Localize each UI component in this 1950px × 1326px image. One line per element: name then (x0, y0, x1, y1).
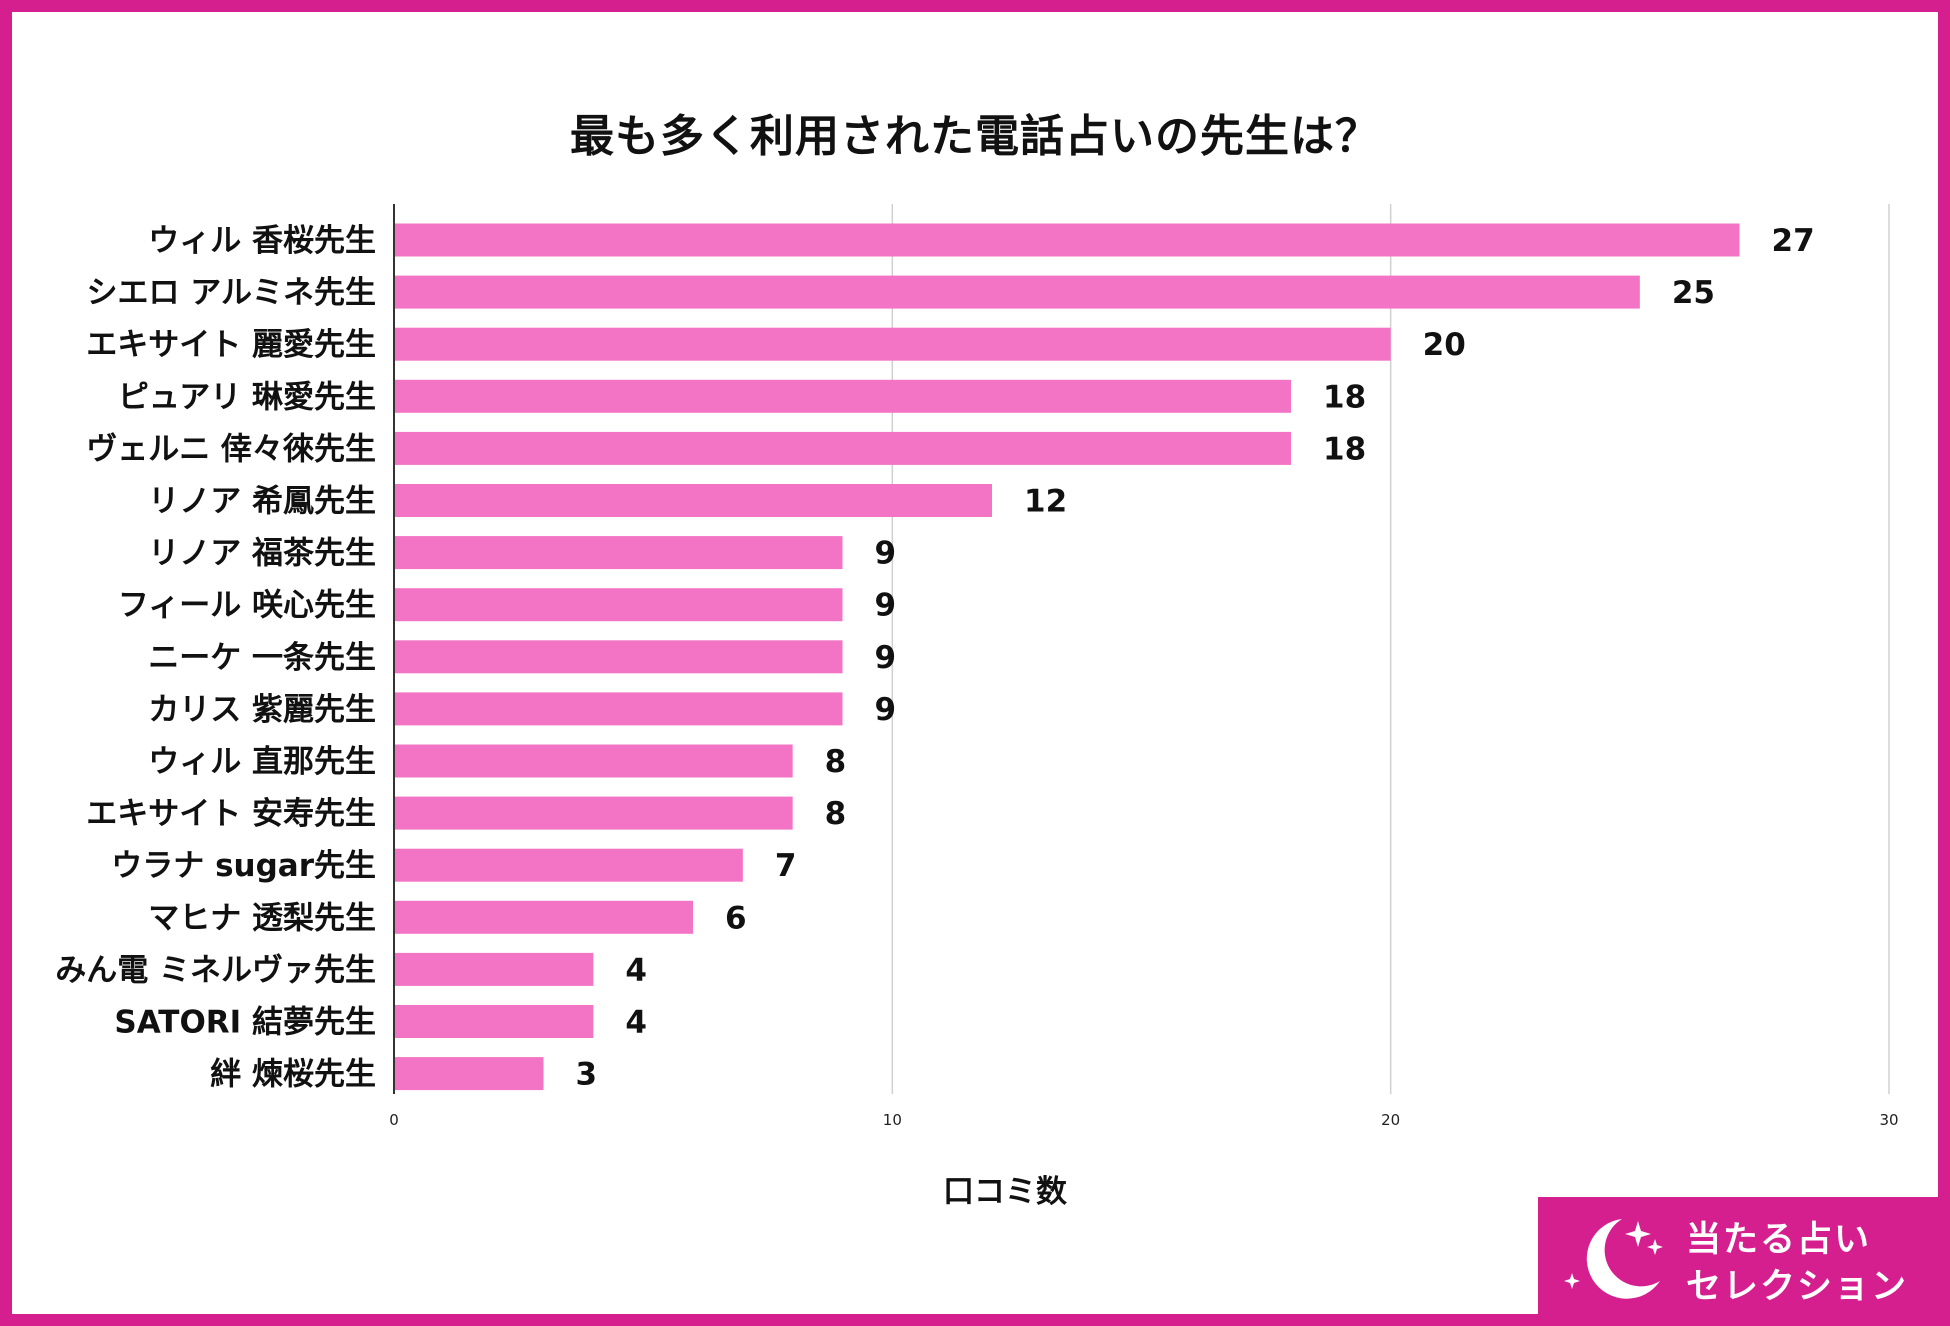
data-label: 4 (625, 1005, 647, 1041)
x-tick-label: 30 (1879, 1111, 1898, 1129)
x-tick-label: 20 (1381, 1111, 1400, 1129)
data-label: 27 (1772, 223, 1815, 259)
category-label: エキサイト 安寿先生 (86, 796, 376, 832)
chart-title: 最も多く利用された電話占いの先生は？ (570, 111, 1380, 162)
bar (394, 1005, 594, 1038)
category-label: リノア 福茶先生 (148, 536, 376, 572)
data-label: 8 (825, 744, 847, 780)
x-axis-label: 口コミ数 (943, 1174, 1067, 1210)
category-label: シエロ アルミネ先生 (87, 275, 376, 311)
category-label: ピュアリ 琳愛先生 (118, 379, 376, 415)
category-label: マヒナ 透梨先生 (148, 900, 376, 936)
data-label: 6 (725, 900, 747, 936)
bar (394, 952, 594, 986)
bar (394, 640, 843, 674)
bar (394, 848, 743, 882)
data-label: 9 (875, 692, 897, 728)
bar (394, 796, 793, 830)
category-label: ウラナ sugar先生 (111, 848, 376, 884)
data-label: 12 (1024, 484, 1067, 520)
data-label: 25 (1672, 275, 1715, 311)
category-label: SATORI 結夢先生 (114, 1005, 376, 1041)
data-label: 9 (875, 640, 897, 676)
category-label: カリス 紫麗先生 (148, 692, 376, 728)
data-label: 4 (625, 952, 647, 988)
brand-logo: 当たる占い セレクション (1538, 1197, 1938, 1314)
logo-line-1: 当たる占い (1686, 1220, 1872, 1260)
bar (394, 692, 843, 726)
data-label: 9 (875, 588, 897, 624)
category-label: ニーケ 一条先生 (148, 640, 376, 676)
data-label: 18 (1323, 379, 1366, 415)
category-label: ウィル 香桜先生 (148, 223, 376, 259)
category-label: 絆 煉桜先生 (210, 1057, 376, 1093)
category-label: エキサイト 麗愛先生 (86, 327, 376, 363)
bar (394, 223, 1740, 257)
bar (394, 744, 793, 778)
bar (394, 588, 843, 622)
data-label: 7 (775, 848, 797, 884)
data-label: 8 (825, 796, 847, 832)
category-label: フィール 咲心先生 (118, 588, 376, 624)
category-label: みん電 ミネルヴァ先生 (55, 952, 376, 988)
crescent-moon-stars-icon (1564, 1219, 1663, 1299)
bar (394, 379, 1291, 413)
logo-line-2: セレクション (1686, 1267, 1909, 1307)
category-label: ヴェルニ 倖々徠先生 (86, 431, 376, 467)
x-tick-label: 10 (883, 1111, 902, 1129)
category-label: リノア 希鳳先生 (148, 484, 376, 520)
bar (394, 536, 843, 570)
data-label: 3 (576, 1057, 598, 1093)
data-label: 9 (875, 536, 897, 572)
category-label: ウィル 直那先生 (148, 744, 376, 780)
bar (394, 484, 992, 517)
bar (394, 327, 1391, 361)
x-tick-label: 0 (389, 1111, 399, 1129)
bar (394, 275, 1640, 309)
bar (394, 431, 1291, 465)
bar (394, 900, 693, 934)
data-label: 18 (1323, 431, 1366, 467)
bar (394, 1057, 544, 1091)
data-label: 20 (1423, 327, 1466, 363)
